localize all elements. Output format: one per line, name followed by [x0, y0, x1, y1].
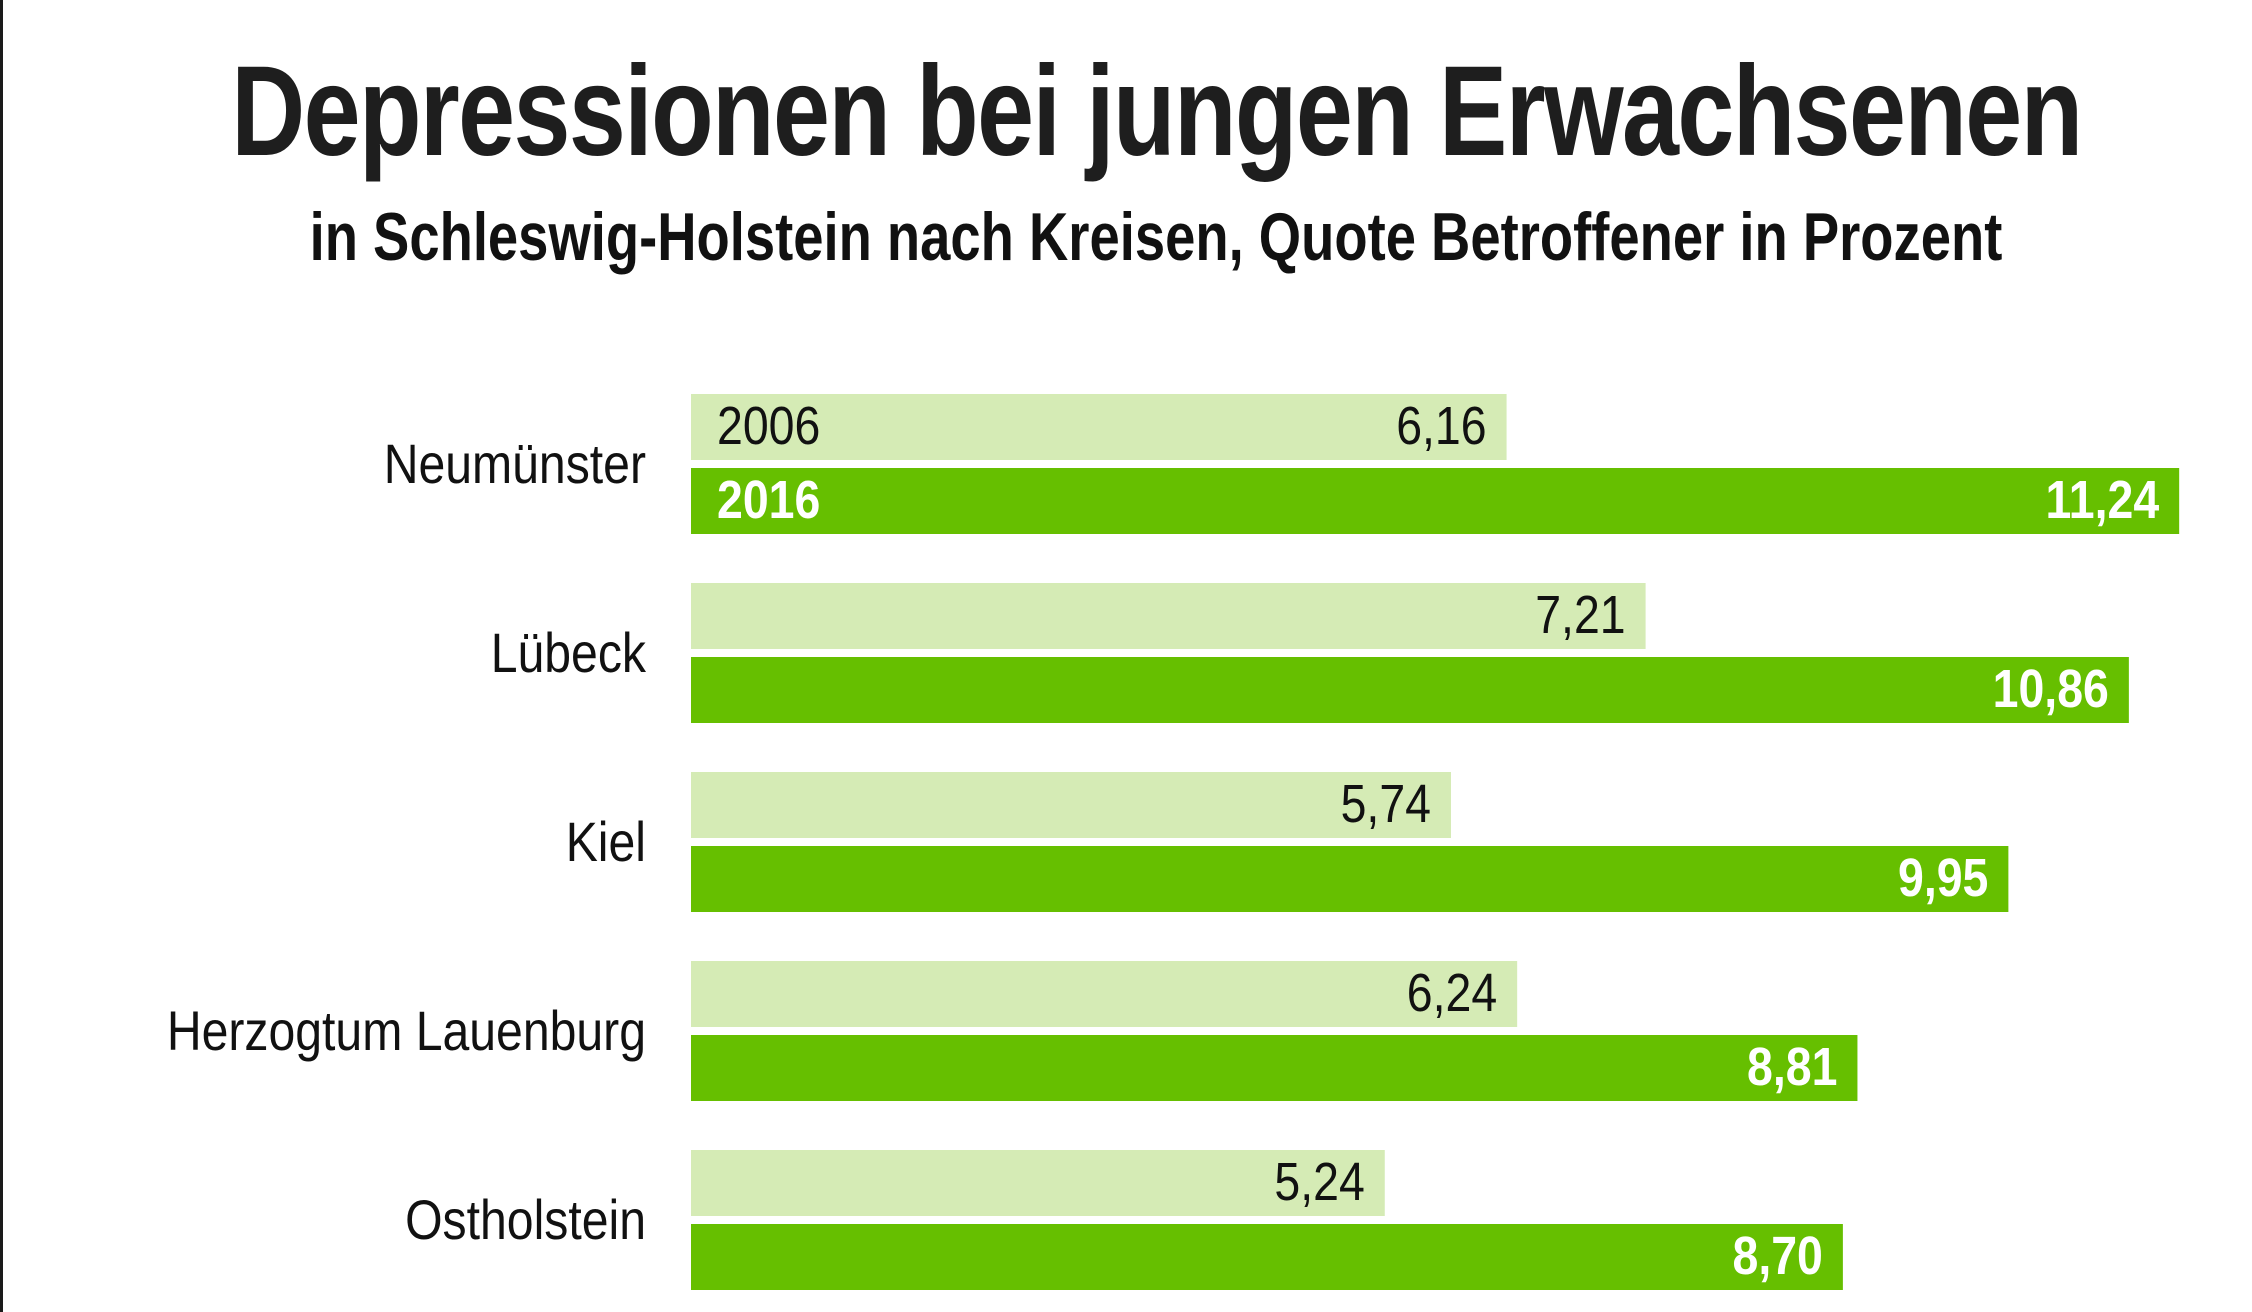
data-label: 7,21: [1535, 584, 1625, 645]
frame-border-left: [0, 0, 3, 1312]
data-label: 5,74: [1341, 773, 1431, 834]
data-label: 6,24: [1407, 962, 1497, 1023]
bar-2006: [691, 772, 1451, 838]
data-label: 9,95: [1898, 847, 1988, 908]
data-label: 6,16: [1396, 395, 1486, 456]
bar-2016: [691, 468, 2180, 534]
category-label: Neumünster: [384, 434, 646, 496]
category-label: Ostholstein: [405, 1190, 646, 1252]
chart-subtitle: in Schleswig-Holstein nach Kreisen, Quot…: [0, 198, 2252, 276]
bar-2016: [691, 1224, 1843, 1290]
data-label: 8,70: [1732, 1225, 1822, 1286]
bar-2016: [691, 657, 2129, 723]
data-label: 10,86: [1993, 658, 2109, 719]
category-label: Lübeck: [491, 623, 647, 685]
bar-2016: [691, 1035, 1858, 1101]
chart-title-text: Depressionen bei jungen Erwachsenen: [231, 40, 2083, 183]
data-label: 5,24: [1274, 1151, 1364, 1212]
category-label: Kiel: [566, 812, 646, 874]
legend-label-2016: 2016: [717, 469, 820, 530]
bar-2006: [691, 583, 1646, 649]
data-label: 8,81: [1747, 1036, 1837, 1097]
bar-2006: [691, 394, 1507, 460]
bar-2006: [691, 961, 1518, 1027]
category-label: Herzogtum Lauenburg: [167, 1001, 646, 1063]
bar-2016: [691, 846, 2009, 912]
data-label: 11,24: [2046, 469, 2160, 530]
chart-subtitle-text: in Schleswig-Holstein nach Kreisen, Quot…: [309, 199, 2003, 275]
bar-2006: [691, 1150, 1385, 1216]
legend-label-2006: 2006: [717, 395, 820, 456]
chart-title: Depressionen bei jungen Erwachsenen: [0, 38, 2252, 185]
